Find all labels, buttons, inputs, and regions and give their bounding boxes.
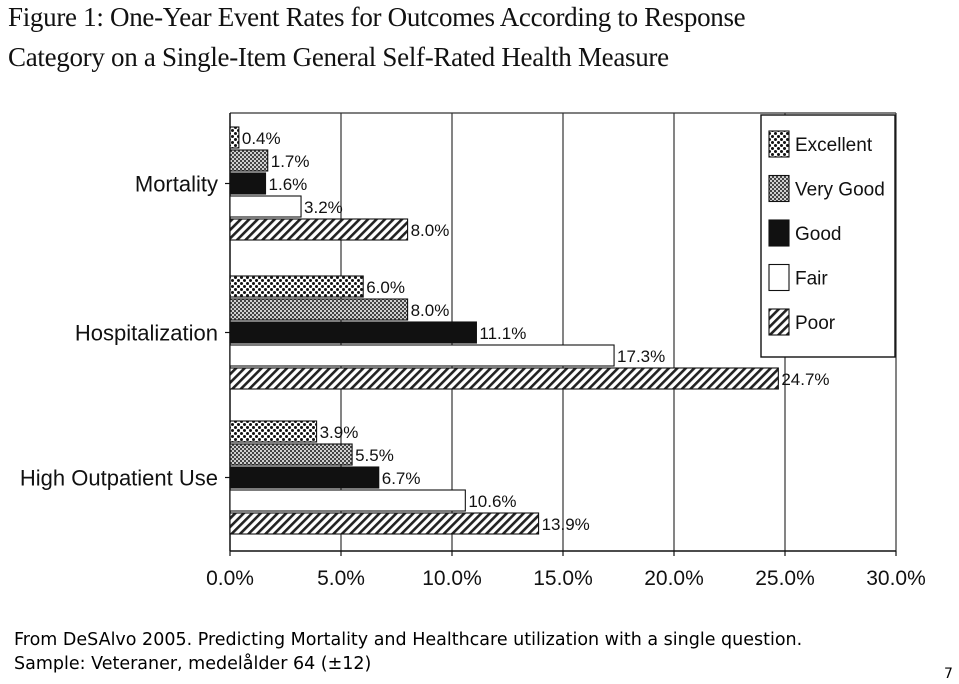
legend-swatch-solid [768, 219, 790, 247]
x-tick-label: 10.0% [422, 567, 482, 590]
x-tick-label: 25.0% [755, 567, 815, 590]
caption-source: From DeSAlvo 2005. Predicting Mortality … [14, 630, 803, 650]
figure-title-line-1: Figure 1: One-Year Event Rates for Outco… [8, 2, 746, 32]
data-label: 11.1% [479, 324, 526, 343]
data-label: 5.5% [355, 446, 394, 465]
data-label: 1.6% [269, 175, 308, 194]
bar-checker [229, 443, 353, 466]
bar-chart: 0.0% 5.0% 10.0% 15.0% 20.0% 25.0% 30.0% Mortal… [20, 112, 926, 590]
legend-swatch-checker [768, 174, 790, 203]
data-label: 3.9% [320, 423, 359, 442]
data-label: 8.0% [411, 301, 450, 320]
bar-none [229, 489, 466, 512]
bar-diagonal [229, 218, 409, 241]
bar-none [229, 344, 615, 367]
data-label: 0.4% [242, 129, 281, 148]
x-tick-label: 0.0% [206, 567, 254, 590]
bar-dots [229, 420, 318, 443]
category-label: Mortality [135, 172, 218, 197]
bar-dots [229, 275, 364, 298]
bar-diagonal [229, 512, 540, 535]
bar-solid [229, 321, 477, 344]
data-label: 1.7% [271, 152, 310, 171]
bar-none [229, 195, 302, 218]
x-tick-label: 20.0% [644, 567, 704, 590]
data-label: 8.0% [411, 221, 450, 240]
legend-label: Very Good [795, 180, 885, 201]
legend-label: Poor [795, 313, 836, 334]
legend-label: Fair [795, 269, 828, 290]
category-label: Hospitalization [75, 321, 218, 346]
bar-dots [229, 126, 240, 149]
bar-solid [229, 172, 267, 195]
legend-swatch-diagonal [768, 308, 790, 336]
data-label: 13.9% [542, 515, 590, 534]
legend-label: Good [795, 224, 841, 245]
legend-label: Excellent [795, 135, 873, 156]
data-label: 24.7% [781, 370, 829, 389]
x-tick-label: 5.0% [317, 567, 365, 590]
bar-diagonal [229, 367, 779, 390]
bar-solid [229, 466, 380, 489]
bar-checker [229, 149, 269, 172]
data-label: 6.7% [382, 469, 421, 488]
legend-swatch-dots [768, 130, 790, 158]
data-label: 3.2% [304, 198, 343, 217]
data-label: 6.0% [366, 278, 405, 297]
page-number: 7 [944, 666, 953, 682]
bar-checker [229, 298, 409, 321]
legend-swatch-none [768, 263, 790, 292]
data-label: 10.6% [468, 492, 516, 511]
x-tick-label: 30.0% [866, 567, 926, 590]
caption-sample: Sample: Veteraner, medelålder 64 (±12) [14, 654, 372, 674]
x-tick-label: 15.0% [533, 567, 593, 590]
figure-title-line-2: Category on a Single-Item General Self-R… [8, 42, 669, 72]
category-label: High Outpatient Use [20, 466, 218, 491]
data-label: 17.3% [617, 347, 665, 366]
